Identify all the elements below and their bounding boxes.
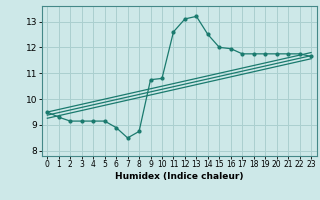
X-axis label: Humidex (Indice chaleur): Humidex (Indice chaleur): [115, 172, 244, 181]
